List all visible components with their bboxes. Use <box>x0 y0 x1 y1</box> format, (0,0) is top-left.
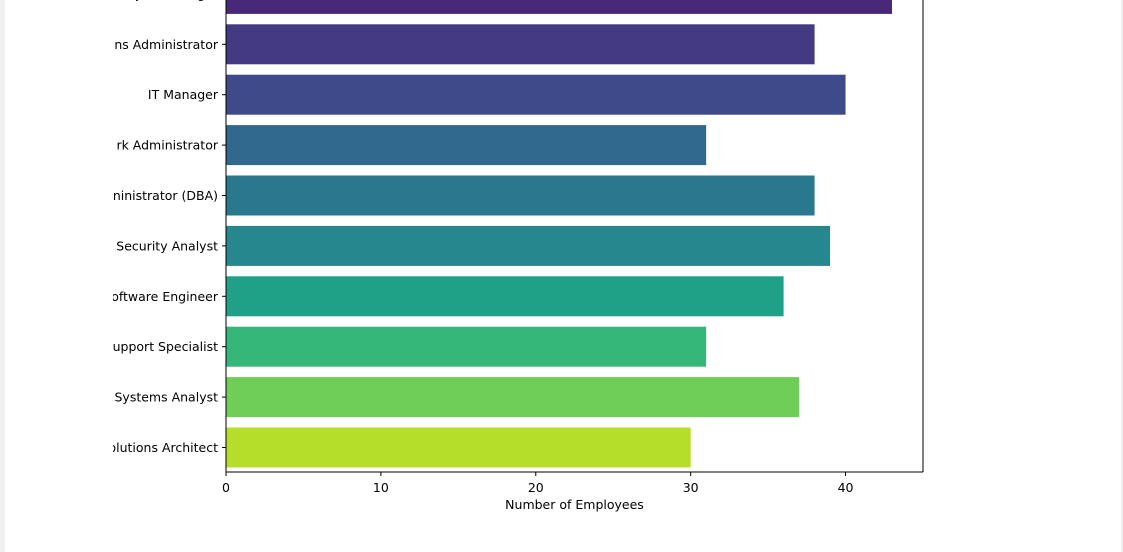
bar-chart: IT Project Manager ns Administrator IT Man… <box>101 0 924 512</box>
x-tick-label: 10 <box>373 480 389 495</box>
y-tick-label: oftware Engineer <box>111 289 219 304</box>
y-tick-label: rk Administrator <box>116 138 218 153</box>
y-tick-label: Security Analyst <box>116 238 218 253</box>
bar <box>226 377 800 418</box>
x-axis-ticks: 0 10 20 30 40 <box>222 472 854 495</box>
bar <box>226 225 831 266</box>
y-tick-label: ns Administrator <box>114 37 218 52</box>
y-axis-ticks: IT Project Manager ns Administrator IT Man… <box>101 0 226 455</box>
bar <box>226 0 893 14</box>
bars-layer <box>226 0 893 468</box>
y-tick-label: IT Manager <box>148 87 219 102</box>
x-tick-label: 20 <box>528 480 544 495</box>
y-tick-label: ninistrator (DBA) <box>113 188 218 203</box>
x-axis-title: Number of Employees <box>505 497 644 512</box>
bar <box>226 175 815 216</box>
bar <box>226 326 707 367</box>
y-tick-label: IT Project Manager <box>101 0 219 1</box>
chart-figure: IT Project Manager ns Administrator IT Man… <box>5 0 1121 552</box>
y-tick-label: upport Specialist <box>113 339 218 354</box>
y-tick-label: olutions Architect <box>108 440 218 455</box>
bar <box>226 74 846 115</box>
bar <box>226 24 815 65</box>
bar <box>226 125 707 166</box>
x-tick-label: 40 <box>838 480 854 495</box>
bar <box>226 276 784 317</box>
y-tick-label: Systems Analyst <box>114 390 218 405</box>
x-tick-label: 0 <box>222 480 230 495</box>
x-tick-label: 30 <box>683 480 699 495</box>
bar <box>226 427 691 468</box>
